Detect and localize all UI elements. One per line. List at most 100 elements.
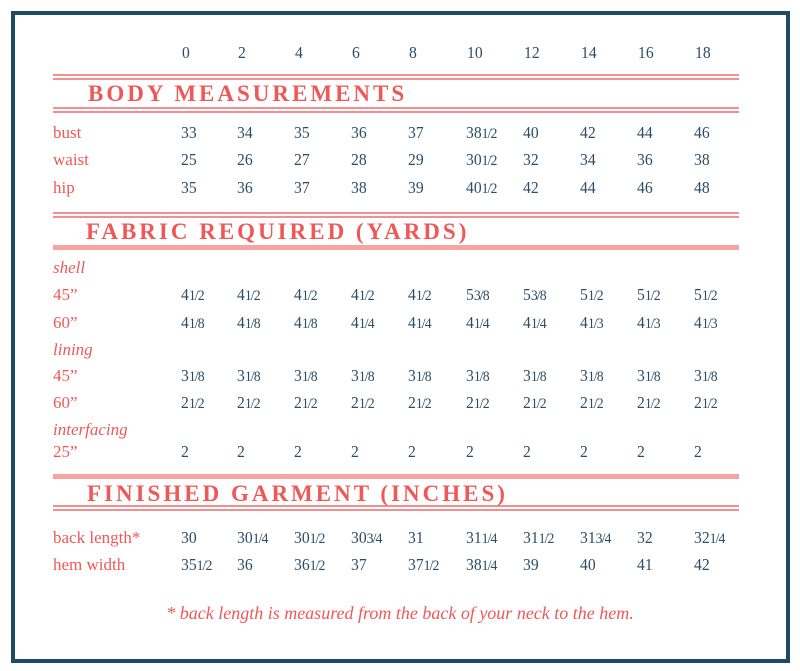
- table-cell: 21/2: [408, 393, 432, 412]
- row-label: hip: [53, 178, 75, 197]
- table-cell: 321/4: [694, 528, 725, 547]
- table-cell: 41/4: [351, 313, 375, 332]
- table-cell: 25: [181, 150, 197, 169]
- table-cell: 26: [237, 150, 253, 169]
- table-cell: 21/2: [580, 393, 604, 412]
- table-cell: 31/8: [408, 366, 432, 385]
- table-cell: 53/8: [466, 285, 490, 304]
- table-cell: 33: [181, 123, 197, 142]
- rule: [53, 107, 739, 109]
- table-cell: 31/8: [237, 366, 261, 385]
- row-label: hem width: [53, 555, 126, 574]
- row-label: lining: [53, 340, 93, 359]
- table-cell: 371/2: [408, 555, 439, 574]
- table-cell: 351/2: [181, 555, 212, 574]
- size-header: 16: [638, 43, 654, 62]
- footnote: * back length is measured from the back …: [166, 603, 634, 623]
- table-cell: 37: [408, 123, 424, 142]
- rule: [53, 212, 739, 214]
- table-cell: 21/2: [523, 393, 547, 412]
- table-cell: 313/4: [580, 528, 611, 547]
- table-cell: 39: [408, 178, 424, 197]
- size-header: 0: [182, 43, 190, 62]
- table-cell: 31/8: [294, 366, 318, 385]
- table-cell: 31/8: [523, 366, 547, 385]
- table-cell: 41/3: [694, 313, 718, 332]
- table-cell: 2: [694, 442, 702, 461]
- table-cell: 39: [523, 555, 539, 574]
- table-cell: 38: [694, 150, 710, 169]
- table-cell: 51/2: [580, 285, 604, 304]
- section-title-fabric: FABRIC REQUIRED (YARDS): [86, 219, 470, 244]
- table-cell: 51/2: [637, 285, 661, 304]
- size-header: 12: [524, 43, 540, 62]
- table-cell: 41/8: [294, 313, 318, 332]
- size-header: 8: [409, 43, 417, 62]
- table-cell: 41/2: [181, 285, 205, 304]
- table-cell: 21/2: [694, 393, 718, 412]
- table-cell: 36: [637, 150, 653, 169]
- table-cell: 28: [351, 150, 367, 169]
- table-cell: 32: [523, 150, 539, 169]
- table-cell: 44: [637, 123, 653, 142]
- row-label: 45”: [53, 366, 78, 385]
- row-label: 25”: [53, 442, 78, 461]
- table-cell: 2: [351, 442, 359, 461]
- table-cell: 41/2: [237, 285, 261, 304]
- table-cell: 31/8: [351, 366, 375, 385]
- table-cell: 53/8: [523, 285, 547, 304]
- rule: [53, 74, 739, 76]
- table-cell: 48: [694, 178, 710, 197]
- size-chart-frame: [11, 11, 790, 663]
- table-cell: 36: [237, 555, 253, 574]
- table-cell: 46: [637, 178, 653, 197]
- table-cell: 32: [637, 528, 653, 547]
- table-cell: 31: [408, 528, 424, 547]
- table-cell: 27: [294, 150, 310, 169]
- rule: [53, 505, 739, 507]
- row-label: shell: [53, 258, 86, 277]
- table-cell: 301/2: [294, 528, 325, 547]
- table-cell: 311/2: [523, 528, 554, 547]
- table-cell: 2: [181, 442, 189, 461]
- table-cell: 31/8: [466, 366, 490, 385]
- table-cell: 37: [294, 178, 310, 197]
- size-header: 2: [238, 43, 246, 62]
- table-cell: 303/4: [351, 528, 382, 547]
- rule: [53, 474, 739, 479]
- table-cell: 35: [294, 123, 310, 142]
- table-cell: 2: [237, 442, 245, 461]
- size-header: 6: [352, 43, 360, 62]
- table-cell: 38: [351, 178, 367, 197]
- table-cell: 42: [523, 178, 539, 197]
- table-cell: 40: [523, 123, 539, 142]
- table-cell: 311/4: [466, 528, 497, 547]
- rule: [53, 509, 739, 511]
- table-cell: 40: [580, 555, 596, 574]
- table-cell: 29: [408, 150, 424, 169]
- table-cell: 2: [466, 442, 474, 461]
- size-header: 18: [695, 43, 711, 62]
- table-cell: 2: [580, 442, 588, 461]
- rule: [53, 245, 739, 250]
- table-cell: 41: [637, 555, 653, 574]
- table-cell: 21/2: [181, 393, 205, 412]
- table-cell: 36: [237, 178, 253, 197]
- table-cell: 34: [580, 150, 596, 169]
- rule: [53, 78, 739, 80]
- table-cell: 31/8: [181, 366, 205, 385]
- row-label: bust: [53, 123, 82, 142]
- row-label: back length*: [53, 528, 141, 547]
- table-cell: 36: [351, 123, 367, 142]
- table-cell: 51/2: [694, 285, 718, 304]
- table-cell: 42: [580, 123, 596, 142]
- table-cell: 44: [580, 178, 596, 197]
- table-cell: 381/2: [466, 123, 497, 142]
- size-header: 4: [295, 43, 303, 62]
- table-cell: 21/2: [294, 393, 318, 412]
- table-cell: 2: [294, 442, 302, 461]
- rule: [53, 111, 739, 113]
- row-label: interfacing: [53, 420, 128, 439]
- table-cell: 2: [637, 442, 645, 461]
- table-cell: 41/3: [637, 313, 661, 332]
